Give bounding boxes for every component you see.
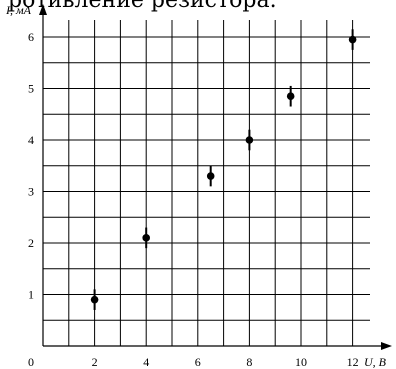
top-caption: ротивление резистора. [8, 0, 277, 13]
x-tick-label: 10 [295, 355, 307, 369]
data-point [348, 35, 357, 44]
x-tick-label: 12 [347, 355, 359, 369]
data-point [245, 136, 254, 144]
x-tick-label: 8 [246, 355, 252, 369]
axes [39, 4, 392, 350]
x-tick-label: 6 [195, 355, 201, 369]
y-tick-label: 5 [28, 82, 34, 96]
y-tick-label: 4 [28, 133, 34, 147]
grid [43, 20, 370, 346]
y-tick-label: 1 [28, 288, 34, 302]
y-tick-label: 2 [28, 236, 34, 250]
y-axis-label: I, мА [5, 3, 32, 17]
y-tick-label: 3 [28, 185, 34, 199]
x-axis-arrow-icon [381, 342, 392, 350]
y-axis-arrow-icon [39, 4, 47, 15]
origin-label: 0 [28, 355, 34, 369]
x-tick-label: 2 [92, 355, 98, 369]
x-axis-label: U, В [364, 355, 387, 369]
data-point [90, 295, 99, 304]
x-tick-label: 4 [143, 355, 149, 369]
y-tick-label: 6 [28, 30, 34, 44]
data-point [286, 92, 295, 101]
data-points [90, 29, 357, 310]
data-point [142, 234, 150, 242]
data-point [206, 172, 215, 180]
